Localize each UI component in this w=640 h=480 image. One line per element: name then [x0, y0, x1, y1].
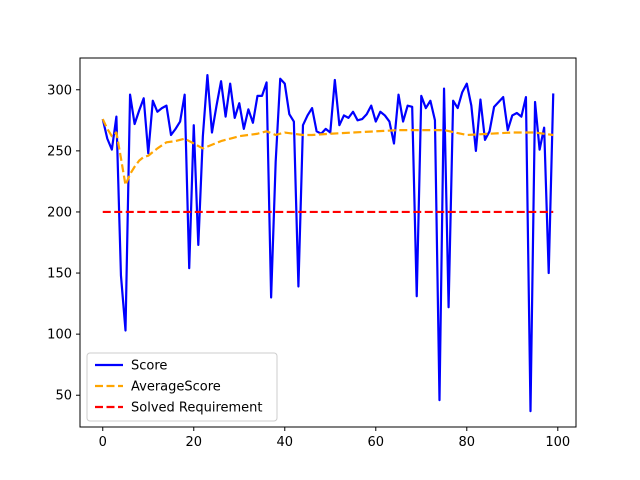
series-line-averagescore	[101, 118, 554, 187]
x-tick-label: 80	[459, 435, 476, 450]
y-tick-label: 150	[47, 267, 72, 282]
y-tick-label: 300	[47, 83, 72, 98]
x-tick-label: 60	[368, 435, 385, 450]
x-tick-label: 40	[276, 435, 293, 450]
y-tick-label: 50	[55, 389, 72, 404]
y-tick-label: 100	[47, 328, 72, 343]
x-tick-label: 100	[545, 435, 570, 450]
legend-label-averagescore: AverageScore	[131, 380, 221, 395]
x-tick-label: 20	[185, 435, 202, 450]
legend-label-score: Score	[131, 359, 167, 374]
axes-frame	[79, 57, 577, 428]
axes: 0 20 40 60 80 100 50 100 150 200 250 300	[47, 57, 577, 450]
y-tick-label: 250	[47, 144, 72, 159]
plot-area	[101, 74, 555, 413]
legend-box	[86, 352, 278, 422]
x-tick-label: 0	[99, 435, 107, 450]
legend-label-solved-requirement: Solved Requirement	[131, 401, 263, 416]
legend: Score AverageScore Solved Requirement	[86, 352, 278, 422]
series-line-score	[101, 74, 555, 413]
y-tick-label: 200	[47, 205, 72, 220]
